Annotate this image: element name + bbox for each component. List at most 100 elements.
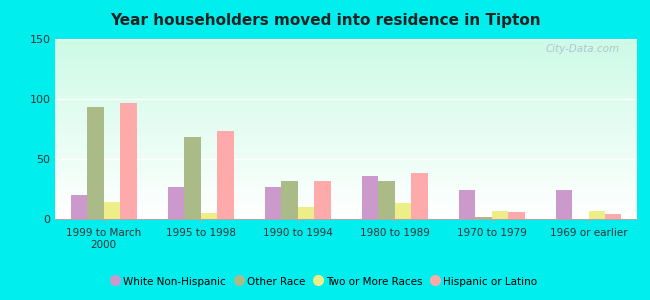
Bar [55,192,637,193]
Bar [55,96,637,97]
Bar [55,184,637,185]
Bar [55,132,637,133]
Bar [55,111,637,112]
Bar [55,67,637,68]
Bar [55,53,637,54]
Bar [55,148,637,149]
Bar [55,39,637,40]
Bar [55,102,637,103]
Bar [55,52,637,53]
Bar [55,76,637,77]
Bar [55,212,637,213]
Bar [55,151,637,152]
Bar [55,209,637,210]
Bar [55,143,637,144]
Bar [55,141,637,142]
Bar [55,84,637,85]
Bar [55,97,637,98]
Bar [55,95,637,96]
Bar [55,120,637,121]
Bar [55,57,637,58]
Bar [55,175,637,176]
Bar [55,153,637,154]
Bar [55,214,637,215]
Bar [55,78,637,79]
Bar [55,135,637,136]
Bar [55,58,637,59]
Bar [55,179,637,180]
Bar [265,187,281,219]
Bar [55,106,637,107]
Bar [55,62,637,63]
Bar [55,150,637,151]
Bar [55,169,637,170]
Bar [55,105,637,106]
Bar [55,206,637,207]
Bar [55,70,637,71]
Text: Year householders moved into residence in Tipton: Year householders moved into residence i… [110,14,540,28]
Bar [55,79,637,80]
Bar [55,103,637,104]
Bar [55,47,637,48]
Bar [55,115,637,116]
Bar [55,167,637,168]
Bar [55,128,637,129]
Bar [55,107,637,108]
Bar [55,83,637,84]
Bar [55,159,637,160]
Bar [491,211,508,219]
Bar [55,127,637,128]
Bar [55,156,637,157]
Bar [55,104,637,105]
Bar [55,99,637,100]
Bar [55,69,637,70]
Bar [55,112,637,113]
Bar [55,48,637,49]
Bar [55,118,637,119]
Bar [55,51,637,52]
Bar [55,163,637,164]
Bar [120,103,136,219]
Bar [298,207,314,219]
Bar [55,40,637,41]
Bar [55,166,637,167]
Bar [55,121,637,122]
Bar [55,172,637,173]
Bar [55,155,637,156]
Bar [55,205,637,206]
Bar [55,101,637,102]
Bar [55,81,637,82]
Bar [55,59,637,60]
Bar [55,100,637,101]
Bar [55,110,637,111]
Bar [55,126,637,127]
Bar [55,194,637,195]
Bar [55,182,637,183]
Bar [55,119,637,120]
Bar [55,161,637,162]
Bar [55,49,637,50]
Bar [55,160,637,161]
Bar [55,138,637,139]
Bar [55,191,637,192]
Bar [55,109,637,110]
Bar [55,140,637,141]
Legend: White Non-Hispanic, Other Race, Two or More Races, Hispanic or Latino: White Non-Hispanic, Other Race, Two or M… [109,271,541,292]
Bar [55,197,637,198]
Bar [55,117,637,118]
Bar [217,131,233,219]
Bar [55,42,637,43]
Bar [55,60,637,61]
Bar [55,158,637,159]
Bar [55,85,637,86]
Bar [55,144,637,145]
Bar [55,80,637,81]
Bar [55,217,637,218]
Bar [55,157,637,158]
Bar [55,149,637,150]
Bar [55,139,637,140]
Bar [55,178,637,179]
Bar [55,87,637,88]
Bar [55,186,637,187]
Bar [55,164,637,165]
